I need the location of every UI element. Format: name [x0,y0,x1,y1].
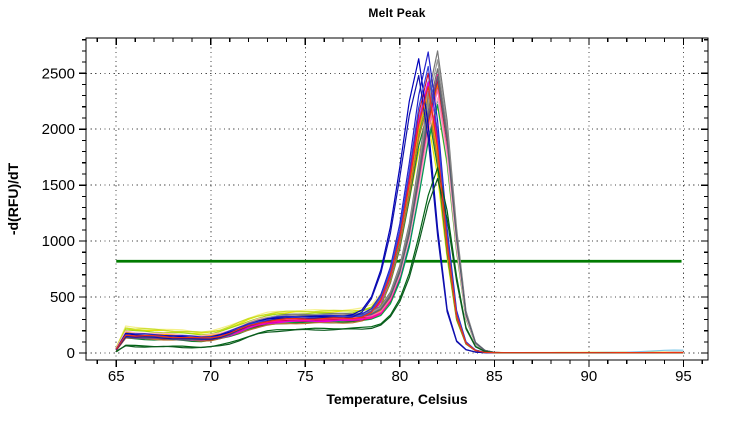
melt-curve-20 [115,75,684,354]
x-tick-label: 85 [486,368,503,385]
y-tick-label: 500 [50,289,75,306]
x-tick-label: 65 [108,368,125,385]
melt-curve-29 [115,51,684,354]
x-tick-label: 90 [581,368,598,385]
melt-curve-25 [115,50,684,354]
x-tick-labels: 65 70 75 80 85 90 95 [108,368,692,385]
y-tick-labels: 0 500 1000 1500 2000 2500 [42,65,75,362]
chart-title: Melt Peak [368,6,426,20]
melt-curve-26 [115,59,684,354]
y-tick-label: 2500 [42,65,75,82]
x-tick-label: 75 [297,368,314,385]
x-tick-label: 80 [391,368,408,385]
melt-curve-35 [115,86,684,354]
axis-ticks [79,38,708,367]
x-tick-label: 95 [675,368,692,385]
melt-curve-28 [115,75,684,354]
y-tick-label: 1500 [42,177,75,194]
y-tick-label: 2000 [42,121,75,138]
plot-border [85,37,709,361]
melt-curves [115,50,684,354]
x-tick-label: 70 [202,368,219,385]
x-axis-title: Temperature, Celsius [326,391,468,407]
y-tick-label: 1000 [42,233,75,250]
y-tick-label: 0 [67,345,75,362]
grid-lines [86,38,708,360]
